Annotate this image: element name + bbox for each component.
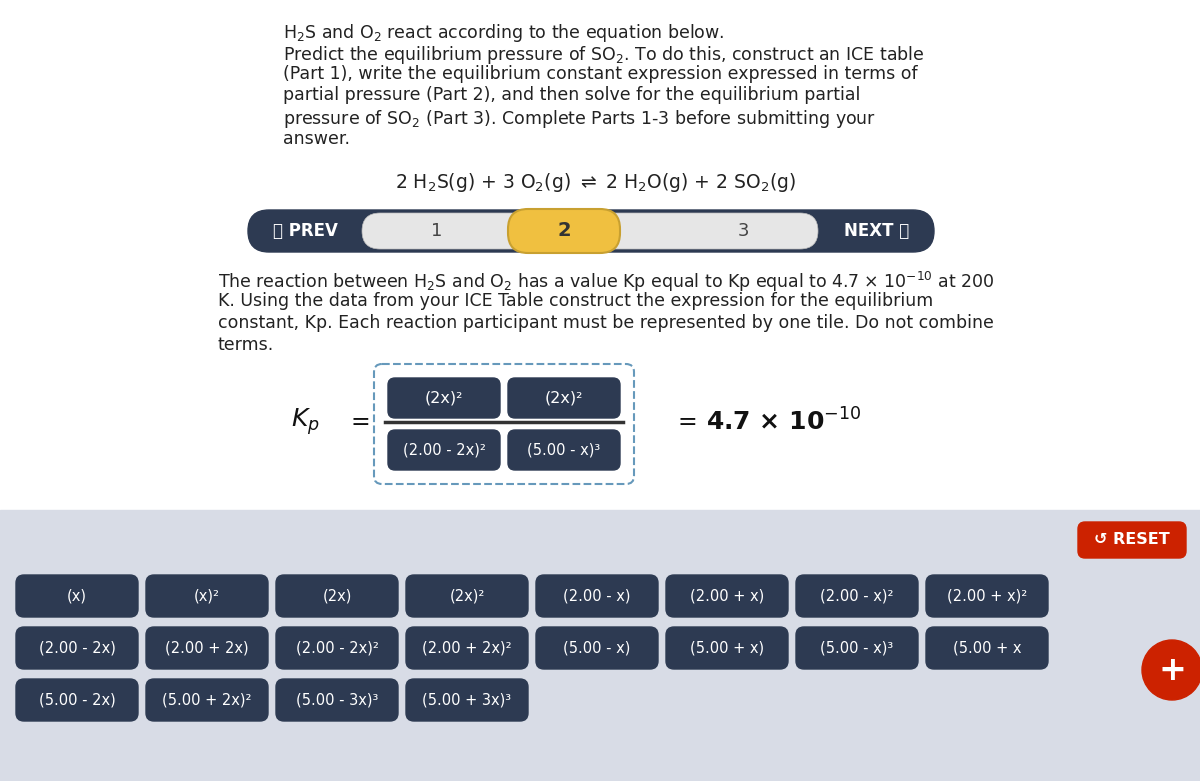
Text: (2.00 + 2x)²: (2.00 + 2x)²	[422, 640, 512, 655]
FancyBboxPatch shape	[146, 575, 268, 617]
Text: (2.00 + x)²: (2.00 + x)²	[947, 589, 1027, 604]
Text: (2.00 - 2x): (2.00 - 2x)	[38, 640, 115, 655]
FancyBboxPatch shape	[508, 430, 620, 470]
Text: pressure of SO$_2$ (Part 3). Complete Parts 1-3 before submitting your: pressure of SO$_2$ (Part 3). Complete Pa…	[283, 108, 876, 130]
FancyBboxPatch shape	[666, 575, 788, 617]
FancyBboxPatch shape	[146, 679, 268, 721]
Text: $K_p$: $K_p$	[290, 407, 319, 437]
Text: 2 H$_2$S(g) + 3 O$_2$(g) $\rightleftharpoons$ 2 H$_2$O(g) + 2 SO$_2$(g): 2 H$_2$S(g) + 3 O$_2$(g) $\rightleftharp…	[395, 172, 796, 194]
FancyBboxPatch shape	[388, 430, 500, 470]
FancyBboxPatch shape	[362, 213, 818, 249]
Text: constant, Kp. Each reaction participant must be represented by one tile. Do not : constant, Kp. Each reaction participant …	[218, 314, 994, 332]
FancyBboxPatch shape	[276, 575, 398, 617]
Text: ↺ RESET: ↺ RESET	[1094, 533, 1170, 547]
FancyBboxPatch shape	[406, 679, 528, 721]
FancyBboxPatch shape	[926, 575, 1048, 617]
Text: 〈 PREV: 〈 PREV	[272, 222, 337, 240]
Text: (5.00 - 3x)³: (5.00 - 3x)³	[296, 693, 378, 708]
FancyBboxPatch shape	[1078, 522, 1186, 558]
Text: (x): (x)	[67, 589, 88, 604]
Text: (2x): (2x)	[323, 589, 352, 604]
FancyBboxPatch shape	[248, 210, 934, 252]
Bar	[0, 510, 1200, 781]
Bar	[0, 0, 1200, 510]
FancyBboxPatch shape	[388, 378, 500, 418]
Text: (5.00 + 2x)²: (5.00 + 2x)²	[162, 693, 252, 708]
FancyBboxPatch shape	[406, 627, 528, 669]
Text: K. Using the data from your ICE Table construct the expression for the equilibri: K. Using the data from your ICE Table co…	[218, 292, 934, 310]
Text: (Part 1), write the equilibrium constant expression expressed in terms of: (Part 1), write the equilibrium constant…	[283, 65, 918, 83]
Text: The reaction between H$_2$S and O$_2$ has a value Kp equal to Kp equal to 4.7 × : The reaction between H$_2$S and O$_2$ ha…	[218, 270, 995, 294]
Text: (2.00 - x): (2.00 - x)	[563, 589, 631, 604]
Circle shape	[1142, 640, 1200, 700]
Text: 1: 1	[431, 222, 443, 240]
Text: (5.00 - x)³: (5.00 - x)³	[527, 443, 601, 458]
Text: =: =	[678, 410, 697, 434]
Text: (5.00 + 3x)³: (5.00 + 3x)³	[422, 693, 511, 708]
FancyBboxPatch shape	[276, 627, 398, 669]
Text: H$_2$S and O$_2$ react according to the equation below.: H$_2$S and O$_2$ react according to the …	[283, 22, 725, 44]
Text: (x)²: (x)²	[194, 589, 220, 604]
Text: 2: 2	[557, 222, 571, 241]
Text: (5.00 - 2x): (5.00 - 2x)	[38, 693, 115, 708]
Text: (2x)²: (2x)²	[449, 589, 485, 604]
FancyBboxPatch shape	[536, 575, 658, 617]
Text: =: =	[350, 410, 370, 434]
Text: partial pressure (Part 2), and then solve for the equilibrium partial: partial pressure (Part 2), and then solv…	[283, 87, 860, 105]
Text: (2.00 - 2x)²: (2.00 - 2x)²	[402, 443, 486, 458]
Text: (5.00 + x: (5.00 + x	[953, 640, 1021, 655]
FancyBboxPatch shape	[796, 575, 918, 617]
FancyBboxPatch shape	[508, 209, 620, 253]
Text: terms.: terms.	[218, 336, 275, 354]
Text: (5.00 - x): (5.00 - x)	[563, 640, 631, 655]
FancyBboxPatch shape	[926, 627, 1048, 669]
Text: (5.00 - x)³: (5.00 - x)³	[821, 640, 894, 655]
FancyBboxPatch shape	[796, 627, 918, 669]
FancyBboxPatch shape	[406, 575, 528, 617]
FancyBboxPatch shape	[536, 627, 658, 669]
Text: 4.7 × 10$^{-10}$: 4.7 × 10$^{-10}$	[706, 408, 862, 436]
Text: Predict the equilibrium pressure of SO$_2$. To do this, construct an ICE table: Predict the equilibrium pressure of SO$_…	[283, 44, 924, 66]
Text: +: +	[1158, 654, 1186, 686]
Text: NEXT 〉: NEXT 〉	[845, 222, 910, 240]
FancyBboxPatch shape	[276, 679, 398, 721]
FancyBboxPatch shape	[16, 679, 138, 721]
Text: (2x)²: (2x)²	[425, 390, 463, 405]
FancyBboxPatch shape	[16, 575, 138, 617]
FancyBboxPatch shape	[508, 378, 620, 418]
Text: (5.00 + x): (5.00 + x)	[690, 640, 764, 655]
FancyBboxPatch shape	[666, 627, 788, 669]
Text: (2.00 - 2x)²: (2.00 - 2x)²	[295, 640, 378, 655]
Text: (2.00 + x): (2.00 + x)	[690, 589, 764, 604]
FancyBboxPatch shape	[16, 627, 138, 669]
Text: (2.00 - x)²: (2.00 - x)²	[821, 589, 894, 604]
Text: 3: 3	[737, 222, 749, 240]
FancyBboxPatch shape	[146, 627, 268, 669]
Text: (2.00 + 2x): (2.00 + 2x)	[166, 640, 248, 655]
Text: answer.: answer.	[283, 130, 350, 148]
Text: (2x)²: (2x)²	[545, 390, 583, 405]
